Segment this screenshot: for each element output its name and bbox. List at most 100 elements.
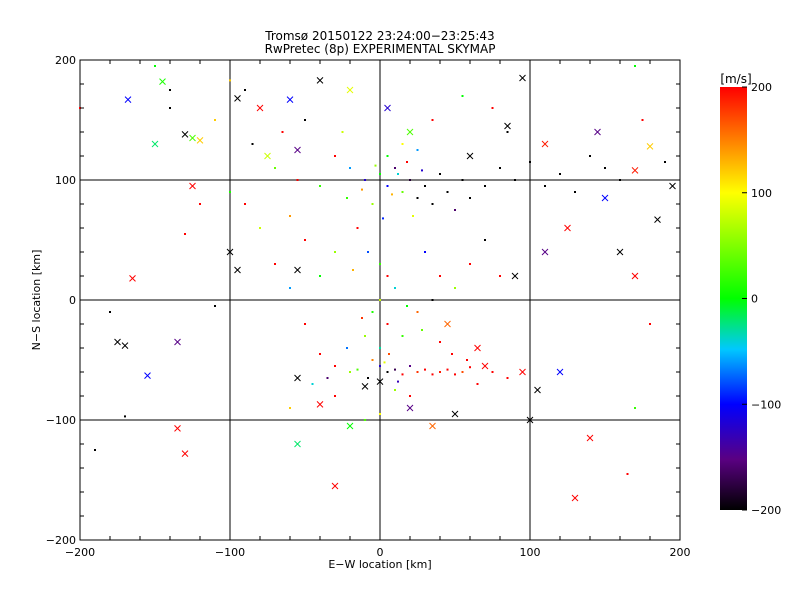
data-point-x — [451, 410, 459, 418]
data-point-dot — [424, 251, 426, 253]
data-point-dot — [401, 191, 404, 193]
data-point-dot — [334, 155, 336, 157]
data-point-dot — [461, 179, 464, 181]
data-point-x — [616, 248, 624, 256]
data-point-x — [541, 248, 549, 256]
data-point-dot — [94, 449, 96, 451]
data-point-x — [346, 422, 354, 430]
data-point-dot — [401, 143, 404, 145]
data-point-dot — [109, 311, 111, 313]
data-point-dot — [244, 203, 246, 205]
data-point-x — [474, 344, 481, 352]
x-tick-label: 200 — [670, 546, 691, 559]
data-point-x — [631, 167, 639, 174]
data-point-dot — [634, 65, 636, 67]
data-point-dot — [361, 188, 363, 191]
data-point-x — [114, 338, 121, 346]
y-axis-label: N−S location [km] — [30, 250, 43, 351]
data-point-dot — [451, 353, 453, 355]
data-point-x — [556, 368, 564, 376]
data-point-x — [571, 494, 579, 502]
data-point-dot — [431, 203, 434, 205]
data-point-dot — [446, 191, 449, 193]
data-point-dot — [382, 217, 384, 220]
data-point-dot — [641, 119, 644, 121]
data-point-x — [406, 128, 414, 136]
data-point-dot — [349, 167, 351, 169]
data-point-x — [526, 416, 534, 424]
data-point-dot — [499, 275, 501, 277]
data-point-dot — [367, 251, 369, 253]
data-point-dot — [409, 179, 411, 181]
data-point-dot — [326, 377, 329, 379]
data-point-dot — [439, 341, 441, 343]
data-point-dot — [352, 269, 354, 271]
data-point-dot — [346, 197, 348, 199]
data-point-dot — [281, 131, 284, 133]
data-point-dot — [304, 239, 306, 241]
data-point-dot — [439, 173, 441, 175]
data-point-dot — [397, 380, 399, 383]
data-point-x — [586, 434, 594, 442]
data-point-dot — [374, 164, 377, 167]
data-point-dot — [319, 275, 321, 277]
chart-title: Tromsø 20150122 23:24:00−23:25:43 — [264, 29, 494, 43]
colorbar-ticks: 200 100 0 −100 −200 — [742, 81, 781, 517]
x-tick-labels: −200 −100 0 100 200 — [65, 546, 691, 559]
data-point-dot — [296, 179, 299, 181]
data-point-dot — [421, 169, 423, 172]
data-point-x — [316, 401, 324, 408]
data-point-dot — [289, 407, 291, 409]
data-point-x — [444, 320, 451, 328]
y-tick-label: 100 — [55, 174, 76, 187]
data-point-dot — [379, 299, 381, 301]
data-point-x — [631, 272, 639, 280]
data-point-x — [181, 131, 189, 138]
data-point-dot — [199, 203, 201, 205]
data-point-dot — [409, 395, 411, 397]
data-point-x — [294, 146, 301, 154]
data-point-dot — [334, 395, 336, 397]
data-point-dot — [454, 373, 456, 376]
data-point-dot — [416, 149, 419, 151]
data-point-x — [159, 78, 166, 85]
data-point-dot — [476, 383, 479, 385]
data-point-dot — [124, 415, 126, 418]
data-point-dot — [394, 389, 396, 391]
data-point-dot — [259, 227, 261, 229]
data-point-dot — [469, 197, 471, 199]
data-point-dot — [289, 215, 291, 217]
colorbar-label: [m/s] — [720, 72, 751, 86]
data-point-dot — [367, 377, 369, 379]
x-tick-label: 100 — [520, 546, 541, 559]
y-tick-label: −100 — [46, 414, 76, 427]
data-point-dot — [514, 179, 516, 181]
data-point-x — [361, 383, 369, 390]
data-point-x — [286, 96, 294, 103]
data-point-x — [294, 266, 301, 274]
data-point-dot — [544, 185, 546, 187]
x-axis-label: E−W location [km] — [328, 558, 431, 571]
data-point-dot — [379, 347, 381, 349]
data-point-dot — [416, 371, 419, 373]
data-points — [79, 65, 676, 502]
data-point-dot — [386, 185, 389, 187]
data-point-dot — [394, 368, 396, 371]
data-point-dot — [461, 371, 464, 373]
data-point-dot — [274, 263, 276, 265]
data-point-x — [669, 182, 676, 190]
colorbar-tick-label: 0 — [751, 293, 758, 306]
axis-ticks — [79, 59, 681, 541]
data-point-dot — [356, 368, 359, 371]
data-point-dot — [379, 173, 381, 175]
data-point-dot — [334, 251, 336, 253]
data-point-dot — [304, 119, 306, 121]
data-point-dot — [466, 359, 468, 361]
data-point-x — [226, 248, 234, 256]
data-point-x — [189, 182, 196, 190]
data-point-x — [384, 104, 391, 112]
data-point-dot — [406, 161, 408, 163]
data-point-x — [346, 86, 354, 94]
data-point-dot — [574, 191, 576, 193]
data-point-x — [129, 275, 136, 282]
